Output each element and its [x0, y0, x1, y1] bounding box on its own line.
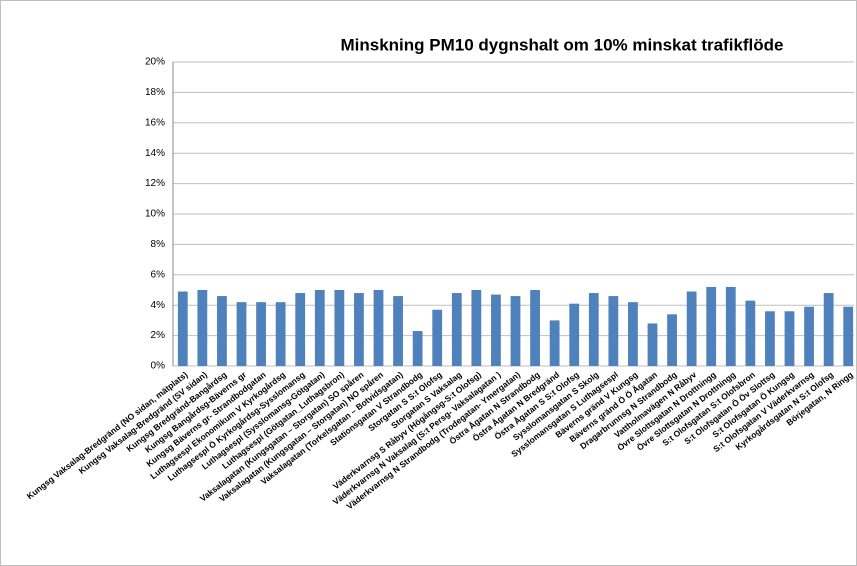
y-tick-label: 0%	[151, 361, 166, 372]
bar	[765, 311, 775, 366]
bar	[647, 323, 658, 366]
bar	[334, 290, 345, 366]
bar	[471, 290, 482, 366]
y-tick-label: 2%	[151, 330, 166, 341]
bar	[510, 296, 521, 366]
y-tick-label: 4%	[151, 300, 166, 311]
bar	[784, 311, 795, 366]
bar	[256, 302, 266, 366]
bar	[569, 303, 580, 366]
bar	[393, 296, 403, 366]
bar	[549, 320, 560, 366]
bar	[628, 302, 638, 366]
bar	[588, 293, 599, 366]
bar	[177, 291, 188, 366]
bar	[432, 309, 443, 366]
y-tick-label: 6%	[151, 269, 166, 280]
y-tick-label: 20%	[145, 57, 165, 68]
bar	[412, 331, 423, 366]
bar	[275, 302, 286, 366]
bar	[314, 290, 325, 366]
y-tick-label: 8%	[151, 239, 166, 250]
y-tick-label: 16%	[145, 117, 165, 128]
bar	[197, 290, 208, 366]
bar	[686, 291, 697, 366]
y-tick-label: 14%	[145, 148, 165, 159]
bar	[745, 300, 756, 366]
chart-title: Minskning PM10 dygnshalt om 10% minskat …	[340, 35, 783, 54]
bar	[354, 293, 364, 366]
y-tick-label: 12%	[145, 178, 165, 189]
bar	[725, 286, 736, 366]
bar	[608, 296, 619, 366]
y-tick-label: 10%	[145, 209, 165, 220]
bar	[236, 302, 247, 366]
bar	[295, 293, 306, 366]
bar	[706, 286, 717, 366]
bar	[843, 306, 854, 366]
bar	[823, 293, 834, 366]
bar	[530, 290, 540, 366]
bar	[451, 293, 462, 366]
bar	[667, 314, 677, 366]
bar	[217, 296, 227, 366]
bar	[491, 294, 501, 366]
bar	[373, 290, 384, 366]
bar	[804, 306, 814, 366]
y-tick-label: 18%	[145, 87, 165, 98]
